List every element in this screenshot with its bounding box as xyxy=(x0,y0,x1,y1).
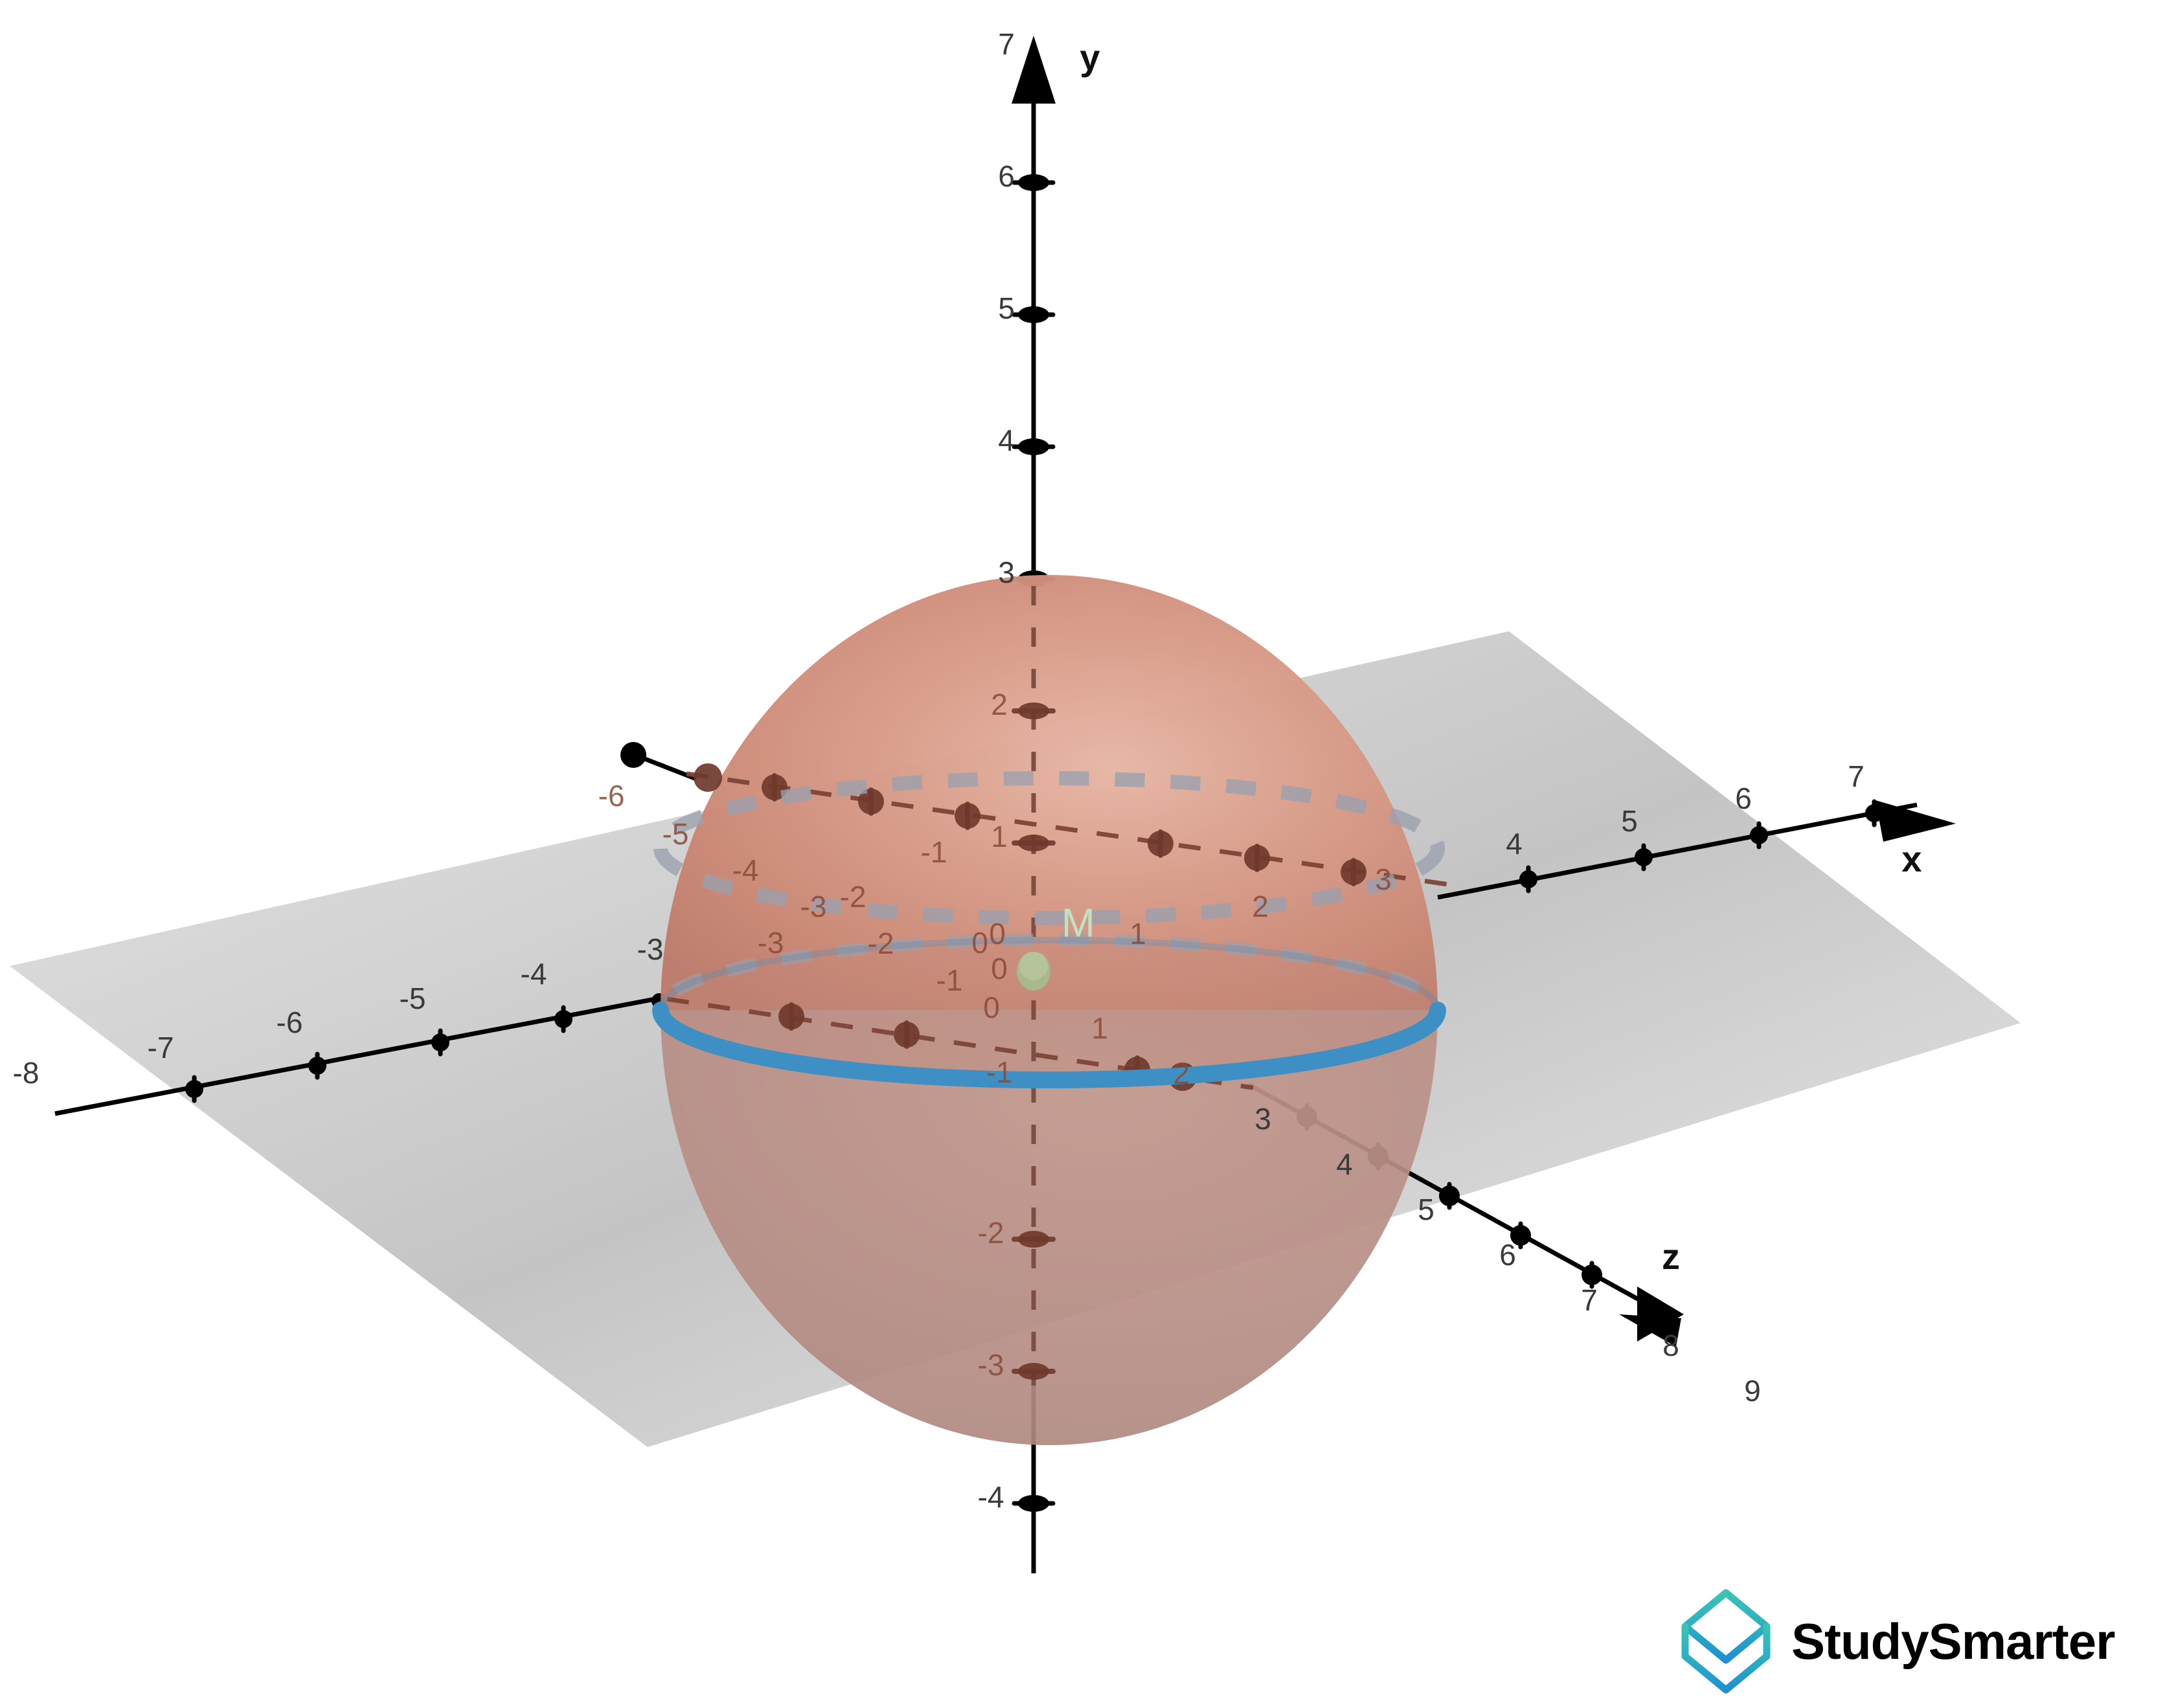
x-axis-tick-labels: -8 -7 -6 -5 -4 -3 4 5 6 7 xyxy=(13,759,1865,1090)
y-tick-label: 2 xyxy=(991,688,1008,721)
y-tick-label: 5 xyxy=(998,291,1015,325)
y-tick-label: -3 xyxy=(978,1348,1004,1382)
x-tick-label: -7 xyxy=(148,1031,174,1064)
z-tick-label: -3 xyxy=(758,926,784,960)
y-tick-label: 7 xyxy=(998,27,1015,61)
sphere xyxy=(661,575,1438,1445)
y-tick-label: 4 xyxy=(998,423,1015,457)
z-axis-tick-labels: -3 -2 -1 1 2 3 4 5 6 7 8 9 xyxy=(758,835,1761,1408)
x-tick-label: 4 xyxy=(1506,827,1523,860)
z-tick-label: 7 xyxy=(1581,1283,1598,1317)
z-tick-label: 3 xyxy=(1254,1102,1271,1136)
z-tick-label: 6 xyxy=(1499,1238,1516,1272)
x-tick-label-inside: -1 xyxy=(936,963,963,997)
x-axis-upper-left-stub xyxy=(620,742,697,781)
x-tick-label-inside: -2 xyxy=(868,927,894,960)
x-tick-label: 6 xyxy=(1735,781,1752,815)
studysmarter-cube-icon xyxy=(1681,1589,1771,1694)
x-tick-label: -4 xyxy=(521,957,547,991)
z-tick-label: 9 xyxy=(1744,1374,1761,1408)
y-tick-label: 6 xyxy=(998,159,1015,193)
z-tick-label: 8 xyxy=(1662,1329,1679,1362)
x-tick-label-inside: -5 xyxy=(663,817,689,851)
blue-circle xyxy=(652,934,1446,1088)
axis-name: x xyxy=(1901,838,1921,879)
z-tick-label: 5 xyxy=(1418,1193,1434,1226)
x-tick-label: -5 xyxy=(400,982,426,1015)
x-tick-label: -8 xyxy=(13,1056,40,1090)
z-tick-label: 2 xyxy=(1173,1057,1190,1090)
center-point-m xyxy=(1017,952,1050,991)
origin-labels: 0 0 0 xyxy=(971,917,1006,1024)
x-tick-label-inside: 3 xyxy=(1375,862,1392,896)
point-m-label: M xyxy=(1061,901,1095,945)
x-tick-label-inside: -4 xyxy=(732,853,759,887)
x-axis-hidden-inside-sphere xyxy=(686,763,1458,888)
x-tick-label: 7 xyxy=(1848,759,1865,793)
z-tick-label: -1 xyxy=(921,835,947,869)
y-axis-upper-solid xyxy=(1012,36,1056,587)
y-tick-label: 0 xyxy=(991,952,1008,985)
svg-text:0: 0 xyxy=(989,917,1006,950)
y-tick-label: -1 xyxy=(986,1055,1013,1089)
studysmarter-logo: StudySmarter xyxy=(1677,1586,2115,1696)
y-tick-label: -4 xyxy=(978,1480,1004,1514)
axis-name-labels: y x z xyxy=(1080,37,1921,1277)
x-tick-label: -6 xyxy=(277,1006,303,1039)
x-tick-label: -3 xyxy=(637,932,664,966)
x-tick-label-inside: -6 xyxy=(598,779,625,813)
x-axis-inner-tick-labels: -6 -5 -4 -3 -2 -1 1 2 3 xyxy=(598,779,1392,997)
z-tick-label: 4 xyxy=(1336,1147,1353,1181)
y-tick-label: 3 xyxy=(998,556,1015,589)
dashed-circle-upper xyxy=(653,771,1445,925)
studysmarter-wordmark: StudySmarter xyxy=(1791,1612,2115,1670)
x-axis-positive-solid xyxy=(1437,799,1956,900)
svg-text:0: 0 xyxy=(983,991,1000,1024)
z-tick-label: -2 xyxy=(840,880,867,914)
axis-name: z xyxy=(1662,1236,1680,1277)
y-axis-hidden-inside-sphere xyxy=(1012,586,1056,1386)
y-tick-label: -2 xyxy=(978,1216,1004,1250)
x-tick-label-inside: -3 xyxy=(800,890,827,923)
axis-name: y xyxy=(1080,37,1100,78)
x-tick-label: 5 xyxy=(1621,804,1638,838)
y-axis-tick-labels: 7 6 5 4 3 2 1 0 -1 -2 -3 -4 xyxy=(978,27,1015,1514)
svg-text:0: 0 xyxy=(971,926,988,960)
x-tick-label-inside: 1 xyxy=(1129,917,1146,950)
x-tick-label-inside: 2 xyxy=(1252,890,1269,923)
z-tick-label: 1 xyxy=(1091,1011,1108,1045)
y-tick-label: 1 xyxy=(991,820,1008,853)
